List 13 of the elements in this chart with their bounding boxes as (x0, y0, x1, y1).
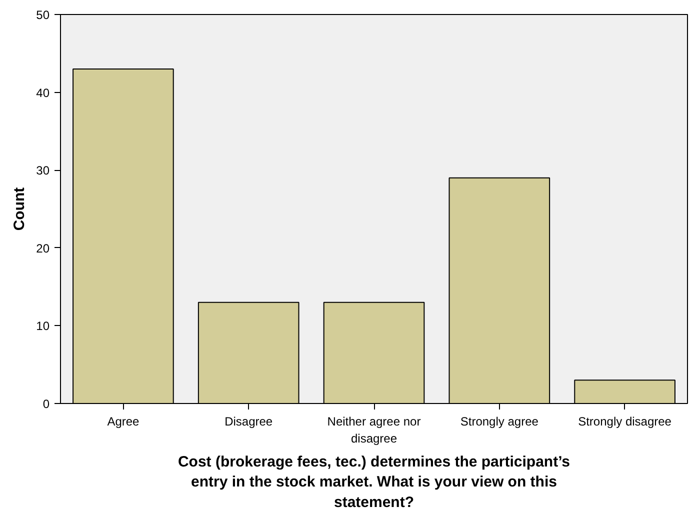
y-tick-label: 50 (36, 8, 50, 22)
y-tick-label: 10 (36, 319, 50, 334)
y-tick-label: 40 (36, 86, 50, 100)
y-tick-label: 20 (36, 241, 50, 256)
y-axis-title: Count (11, 187, 28, 231)
x-axis-title: Cost (brokerage fees, tec.) determines the participant’s entry in the stock market. What is your view on this statement? (178, 453, 570, 512)
y-tick-label: 30 (36, 164, 50, 178)
x-tick-label: Strongly disagree (578, 414, 672, 428)
y-tick-label: 0 (42, 397, 50, 411)
x-tick-label: Strongly agree (460, 414, 539, 428)
x-tick-label: Disagree (224, 414, 273, 428)
x-tick-label: Agree (107, 414, 140, 428)
x-tick-label: Neither agree nor disagree (327, 414, 421, 446)
